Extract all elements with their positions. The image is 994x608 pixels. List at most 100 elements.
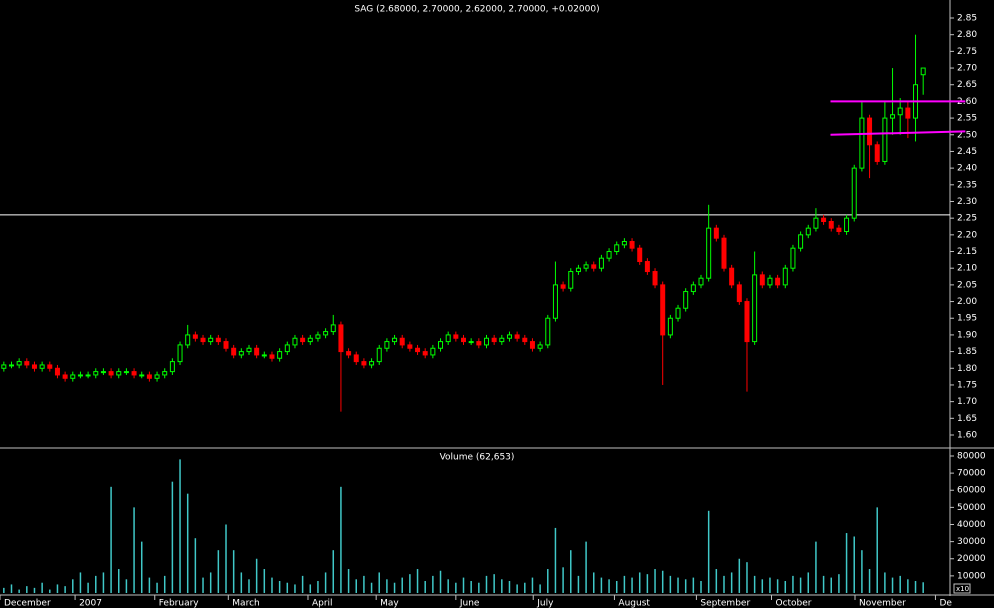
- candle-body: [629, 241, 635, 249]
- candle-body: [698, 277, 704, 286]
- x-tick-label: September: [700, 599, 750, 608]
- candle-body: [844, 217, 850, 233]
- candle-body: [215, 337, 221, 343]
- candle-body: [292, 337, 298, 346]
- candle-body: [652, 271, 658, 286]
- y-tick-label: 70000: [957, 469, 986, 479]
- candle-body: [39, 364, 45, 369]
- x-tick-label: March: [232, 599, 259, 608]
- candle-body: [851, 167, 857, 219]
- candle-body: [644, 261, 650, 273]
- candle-body: [583, 264, 589, 269]
- x-tick-label: February: [159, 599, 200, 608]
- candle-body: [752, 274, 758, 343]
- unit-box: [953, 583, 971, 594]
- candle-body: [93, 371, 99, 376]
- candle-body: [575, 267, 581, 273]
- candle-body: [8, 364, 14, 367]
- candle-body: [545, 317, 551, 346]
- candle-body: [399, 337, 405, 346]
- y-tick-label: 2.80: [957, 30, 977, 40]
- candle-body: [468, 341, 474, 344]
- candle-body: [200, 337, 206, 343]
- y-tick-label: 2.75: [957, 47, 977, 57]
- candle-body: [31, 364, 37, 369]
- candle-body: [54, 367, 60, 376]
- candle-body: [706, 227, 712, 279]
- y-tick-label: 2.25: [957, 214, 977, 224]
- candle-body: [108, 371, 114, 376]
- y-tick-label: 2.35: [957, 180, 977, 190]
- y-tick-label: 1.75: [957, 380, 977, 390]
- candle-body: [422, 351, 428, 356]
- candle-body: [560, 284, 566, 289]
- candle-body: [223, 341, 229, 349]
- y-tick-label: 1.95: [957, 314, 977, 324]
- candle-body: [897, 107, 903, 116]
- y-tick-label: 40000: [957, 520, 986, 530]
- x-tick-label: July: [536, 599, 554, 608]
- candle-body: [369, 361, 375, 366]
- y-tick-label: 1.85: [957, 347, 977, 357]
- x-tick-label: December: [4, 599, 51, 608]
- candle-body: [529, 341, 535, 349]
- candle-body: [392, 337, 398, 343]
- candle-body: [346, 351, 352, 356]
- y-tick-label: 60000: [957, 486, 986, 496]
- candle-body: [139, 374, 145, 377]
- candle-body: [361, 361, 367, 366]
- candle-body: [828, 220, 834, 229]
- y-tick-label: 2.30: [957, 197, 977, 207]
- y-tick-label: 2.65: [957, 80, 977, 90]
- candle-body: [24, 361, 30, 366]
- x-tick-label: October: [775, 599, 811, 608]
- candle-body: [445, 334, 451, 343]
- candle-body: [759, 274, 765, 286]
- y-tick-label: 2.40: [957, 164, 977, 174]
- candle-body: [384, 341, 390, 349]
- candle-body: [376, 347, 382, 363]
- candle-body: [353, 354, 359, 363]
- candle-body: [307, 337, 313, 343]
- candle-body: [407, 344, 413, 349]
- candle-body: [16, 361, 22, 366]
- candle-body: [185, 334, 191, 346]
- candle-body: [660, 284, 666, 336]
- y-tick-label: 2.45: [957, 147, 977, 157]
- candle-body: [254, 347, 260, 356]
- candle-body: [70, 374, 76, 379]
- candle-body: [867, 117, 873, 146]
- y-tick-label: 1.60: [957, 430, 977, 440]
- candle-body: [315, 334, 321, 339]
- candle-body: [621, 241, 627, 246]
- candle-body: [169, 361, 175, 373]
- candle-body: [415, 347, 421, 353]
- candle-body: [192, 334, 198, 339]
- candle-body: [438, 341, 444, 349]
- candle-body: [683, 291, 689, 309]
- y-tick-label: 2.15: [957, 247, 977, 257]
- candle-body: [62, 374, 68, 379]
- candle-body: [537, 344, 543, 349]
- candle-body: [767, 277, 773, 286]
- candle-body: [675, 307, 681, 319]
- candle-body: [499, 337, 505, 343]
- y-tick-label: 20000: [957, 554, 986, 564]
- x-tick-label: November: [859, 599, 906, 608]
- candle-body: [790, 247, 796, 269]
- y-tick-label: 2.50: [957, 130, 977, 140]
- candle-body: [338, 324, 344, 353]
- candle-body: [782, 267, 788, 286]
- candle-body: [77, 374, 83, 377]
- candle-body: [813, 217, 819, 229]
- candle-body: [238, 351, 244, 356]
- y-tick-label: 1.80: [957, 364, 977, 374]
- y-tick-label: 2.85: [957, 14, 977, 24]
- candle-body: [47, 364, 53, 369]
- y-tick-label: 50000: [957, 503, 986, 513]
- candle-body: [920, 67, 926, 76]
- candle-body: [146, 374, 152, 379]
- y-tick-label: 1.70: [957, 397, 977, 407]
- candle-body: [100, 371, 106, 374]
